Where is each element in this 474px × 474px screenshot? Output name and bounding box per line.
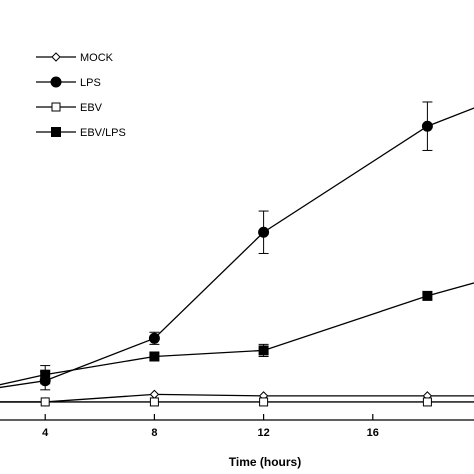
legend-marker — [51, 127, 61, 137]
legend-label: EBV — [80, 102, 103, 114]
x-tick-label: 4 — [42, 427, 49, 439]
series-line-mock — [0, 393, 474, 403]
data-point — [149, 351, 160, 362]
series-ebv-lps — [0, 282, 474, 386]
series-line-ebv-lps — [0, 282, 474, 386]
series-mock — [0, 389, 474, 407]
x-axis-title: Time (hours) — [229, 455, 301, 469]
legend-item-ebv-lps: EBV/LPS — [36, 127, 126, 139]
legend-item-lps: LPS — [36, 76, 101, 89]
series-layer — [0, 101, 474, 407]
legend-item-ebv: EBV — [36, 102, 103, 114]
data-point — [149, 389, 160, 400]
legend-item-mock: MOCK — [36, 52, 114, 64]
x-tick-label: 12 — [257, 427, 269, 439]
data-point — [258, 226, 270, 238]
data-point — [40, 369, 51, 380]
x-tick-label: 8 — [151, 427, 157, 439]
legend-marker — [50, 76, 62, 88]
legend-label: LPS — [80, 77, 101, 89]
data-point — [422, 290, 433, 301]
data-point — [421, 120, 433, 132]
x-tick-label: 16 — [367, 427, 379, 439]
legend-label: EBV/LPS — [80, 127, 126, 139]
series-ebv — [0, 397, 474, 407]
data-point — [40, 397, 50, 407]
x-axis-ticks: 4 8 12 16 — [42, 414, 379, 439]
legend-marker — [51, 102, 61, 112]
series-line-lps — [0, 107, 474, 389]
data-point — [422, 397, 432, 407]
legend-label: MOCK — [80, 52, 114, 64]
data-point — [148, 332, 160, 344]
legend-marker — [51, 52, 61, 62]
legend: MOCK LPS EBV EBV/LPS — [36, 52, 126, 139]
data-point — [258, 345, 269, 356]
data-point — [259, 397, 269, 407]
series-lps — [0, 101, 474, 391]
data-point — [149, 397, 159, 407]
